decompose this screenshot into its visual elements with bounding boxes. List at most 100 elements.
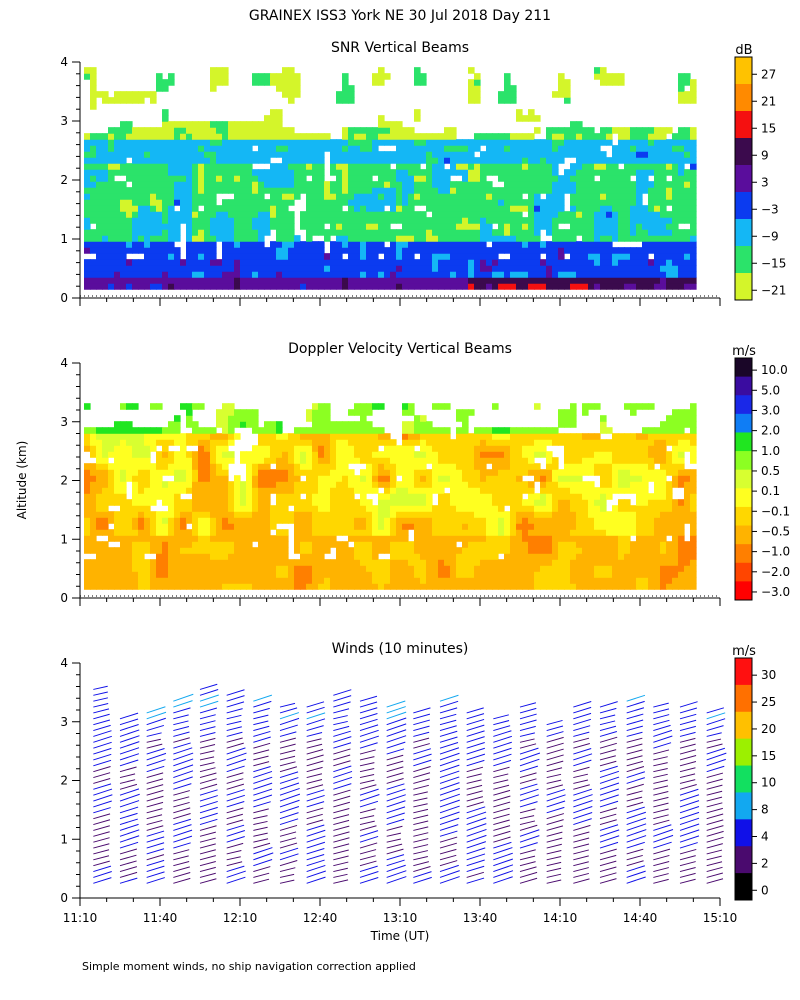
heatmap-cell [342,163,349,170]
heatmap-cell [180,259,187,266]
heatmap-cell [354,223,361,230]
heatmap-cell [132,139,139,146]
heatmap-cell [462,499,469,506]
heatmap-cell [192,511,199,518]
heatmap-cell [270,535,277,542]
heatmap-cell [372,535,379,542]
heatmap-cell [174,469,181,476]
heatmap-cell [474,157,481,164]
heatmap-cell [84,565,91,572]
heatmap-cell [432,157,439,164]
heatmap-cell [564,187,571,194]
heatmap-cell [132,205,139,212]
heatmap-cell [168,229,175,236]
heatmap-cell [270,481,277,488]
heatmap-cell [300,265,307,272]
heatmap-cell [390,475,397,482]
heatmap-cell [198,163,205,170]
heatmap-cell [264,445,271,452]
heatmap-cell [282,235,289,242]
heatmap-cell [378,79,385,86]
heatmap-cell [156,511,163,518]
heatmap-cell [126,169,133,176]
heatmap-cell [162,175,169,182]
heatmap-cell [396,571,403,578]
heatmap-cell [390,139,397,146]
heatmap-cell [510,265,517,272]
heatmap-cell [504,145,511,152]
heatmap-cell [576,133,583,140]
heatmap-cell [366,529,373,536]
heatmap-cell [294,181,301,188]
heatmap-cell [558,217,565,224]
heatmap-cell [360,541,367,548]
heatmap-cell [174,169,181,176]
heatmap-cell [540,169,547,176]
heatmap-cell [420,433,427,440]
heatmap-cell [552,151,559,158]
heatmap-cell [270,169,277,176]
heatmap-cell [330,487,337,494]
heatmap-cell [96,169,103,176]
heatmap-cell [678,193,685,200]
heatmap-cell [282,223,289,230]
heatmap-cell [456,445,463,452]
heatmap-cell [558,271,565,278]
heatmap-cell [372,259,379,266]
heatmap-cell [234,559,241,566]
heatmap-cell [144,445,151,452]
heatmap-cell [264,247,271,254]
heatmap-cell [138,571,145,578]
heatmap-cell [534,205,541,212]
heatmap-cell [198,151,205,158]
heatmap-cell [252,535,259,542]
heatmap-cell [222,199,229,206]
heatmap-cell [168,265,175,272]
heatmap-cell [186,541,193,548]
heatmap-cell [252,223,259,230]
heatmap-cell [462,163,469,170]
heatmap-cell [450,541,457,548]
heatmap-cell [180,433,187,440]
heatmap-cell [372,169,379,176]
heatmap-cell [576,199,583,206]
heatmap-cell [84,499,91,506]
heatmap-cell [462,157,469,164]
heatmap-cell [246,559,253,566]
heatmap-cell [306,133,313,140]
heatmap-cell [510,547,517,554]
heatmap-cell [360,445,367,452]
heatmap-cell [324,499,331,506]
heatmap-cell [660,241,667,248]
heatmap-cell [438,181,445,188]
heatmap-cell [528,469,535,476]
heatmap-cell [528,277,535,284]
heatmap-cell [324,421,331,428]
heatmap-cell [222,415,229,422]
heatmap-cell [510,283,517,290]
heatmap-cell [120,223,127,230]
heatmap-cell [96,559,103,566]
heatmap-cell [618,247,625,254]
heatmap-cell [114,445,121,452]
heatmap-cell [582,253,589,260]
heatmap-cell [324,283,331,290]
heatmap-cell [486,583,493,590]
heatmap-cell [366,433,373,440]
heatmap-cell [276,427,283,434]
heatmap-cell [120,91,127,98]
heatmap-cell [204,541,211,548]
heatmap-cell [240,451,247,458]
heatmap-cell [408,175,415,182]
heatmap-cell [132,175,139,182]
heatmap-cell [414,115,421,122]
heatmap-cell [468,91,475,98]
heatmap-cell [546,217,553,224]
heatmap-cell [558,511,565,518]
heatmap-cell [444,151,451,158]
heatmap-cell [138,199,145,206]
heatmap-cell [504,97,511,104]
heatmap-cell [192,151,199,158]
heatmap-cell [336,163,343,170]
heatmap-cell [84,181,91,188]
